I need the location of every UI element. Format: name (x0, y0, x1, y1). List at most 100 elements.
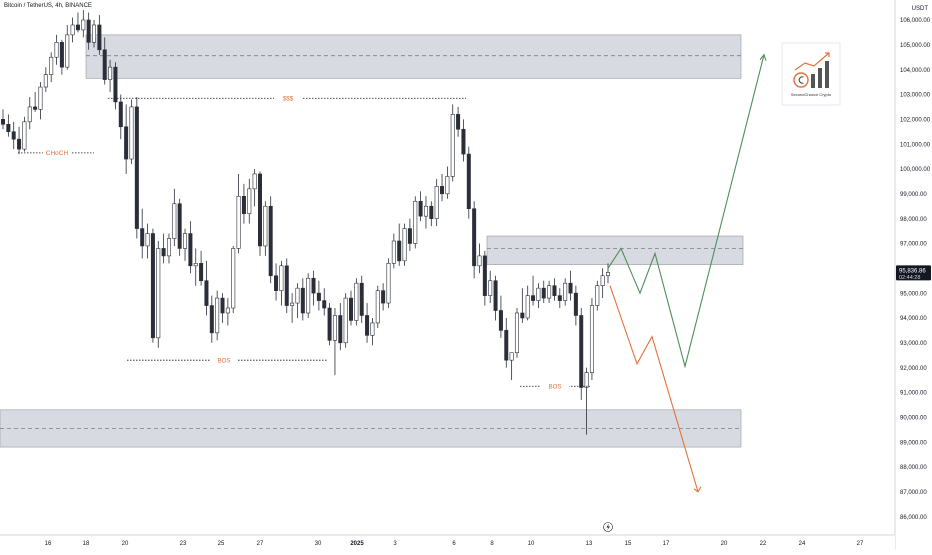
time-tick-label: 17 (663, 541, 670, 547)
candle-body (49, 56, 54, 75)
candle-body (204, 280, 209, 306)
candle-body (600, 275, 605, 286)
price-tick-label: 103,000.00 (900, 93, 931, 99)
candle-body (11, 131, 16, 140)
candle-body (150, 233, 155, 339)
candle-body (450, 114, 455, 177)
candle-body (573, 292, 578, 316)
logo-bar-icon (811, 74, 815, 88)
candle-body (493, 280, 498, 311)
level-label-bg (210, 355, 238, 365)
candle-body (498, 310, 503, 331)
candle-body (327, 307, 332, 341)
candle-body (482, 255, 487, 296)
candle-body (199, 263, 204, 282)
candle-body (504, 330, 509, 361)
price-tick-label: 105,000.00 (900, 43, 931, 49)
candle-body (145, 233, 150, 247)
price-tick-label: 100,000.00 (900, 167, 931, 173)
time-axis[interactable]: 16 18 20 23 25 27 30 2025 3 6 8 10 13 15 17 20 22 24 27 (0, 522, 895, 551)
time-tick-label: 6 (452, 541, 456, 547)
currency-label: USDT (912, 6, 929, 12)
candle-body (156, 248, 161, 339)
bullish-projection-path (607, 54, 765, 369)
supply-zones (0, 34, 744, 448)
candle-body (349, 297, 354, 321)
price-tick-label: 86,000.00 (900, 515, 927, 521)
candle-body (316, 292, 321, 301)
candle-body (514, 312, 519, 354)
candle-body (70, 24, 75, 36)
candle-body (43, 74, 48, 88)
price-tick-label: 106,000.00 (900, 18, 931, 24)
time-axis-bg (0, 535, 895, 550)
candle-body (536, 287, 541, 301)
candle-body (6, 123, 11, 133)
level-label: $$$ (283, 96, 294, 103)
time-tick-label: 2025 (350, 541, 364, 547)
candle-body (359, 282, 364, 316)
candle-body (413, 200, 418, 244)
candle-body (563, 282, 568, 301)
time-tick-label: 16 (45, 541, 52, 547)
time-tick-label: 27 (857, 541, 864, 547)
candle-body (391, 240, 396, 264)
candle-body (59, 42, 64, 68)
candle-body (605, 272, 610, 277)
candle-body (568, 282, 573, 294)
price-tick-label: 95,000.00 (900, 291, 927, 297)
candle-body (177, 203, 182, 249)
candle-body (541, 287, 546, 299)
price-tick-label: 104,000.00 (900, 68, 931, 74)
price-axis[interactable]: USDT 106,000.00 105,000.00 104,000.00 103,00… (894, 0, 932, 550)
candle-body (525, 295, 530, 319)
last-price-label: 95,836.86 (899, 268, 926, 274)
candle-body (33, 106, 38, 110)
candle-body (311, 277, 316, 294)
zone-box (85, 34, 742, 79)
candle-body (472, 208, 477, 267)
candle-body (124, 126, 129, 160)
time-tick-label: 30 (315, 541, 322, 547)
time-tick-label: 8 (490, 541, 494, 547)
bullish-arrow-head (759, 53, 767, 61)
price-tick-label: 97,000.00 (900, 242, 927, 248)
candle-body (423, 205, 428, 217)
candle-body (418, 200, 423, 217)
price-tick-label: 93,000.00 (900, 341, 927, 347)
price-tick-label: 101,000.00 (900, 142, 931, 148)
candle-body (38, 86, 43, 110)
candle-body (397, 240, 402, 262)
candle-body (183, 233, 188, 249)
candle-body (108, 66, 113, 80)
chart-title: Bitcoin / TetherUS, 4h, BINANCE (4, 3, 92, 9)
logo-arrow-icon (825, 52, 830, 57)
price-tick-label: 102,000.00 (900, 118, 931, 124)
price-tick-label: 99,000.00 (900, 192, 927, 198)
price-tick-label: 89,000.00 (900, 440, 927, 446)
candle-body (520, 312, 525, 319)
candle-body (27, 106, 32, 123)
candle-body (118, 101, 123, 128)
candle-body (547, 285, 552, 299)
candle-body (92, 24, 97, 43)
candle-body (268, 205, 273, 277)
candle-body (129, 106, 134, 160)
candle-body (225, 307, 230, 314)
candle-body (531, 295, 536, 301)
last-price-badge (896, 265, 931, 281)
logo-bar-icon (825, 61, 829, 88)
candle-body (215, 297, 220, 334)
time-tick-label: 10 (528, 541, 535, 547)
candle-body (445, 176, 450, 195)
candle-body (386, 263, 391, 304)
candle-body (589, 305, 594, 373)
candle-body (22, 121, 27, 150)
candle-body (113, 66, 118, 103)
candle-body (461, 128, 466, 155)
level-label: CHoCH (46, 150, 69, 157)
candle-body (595, 285, 600, 306)
candle-body (247, 188, 252, 214)
candle-body (365, 315, 370, 336)
